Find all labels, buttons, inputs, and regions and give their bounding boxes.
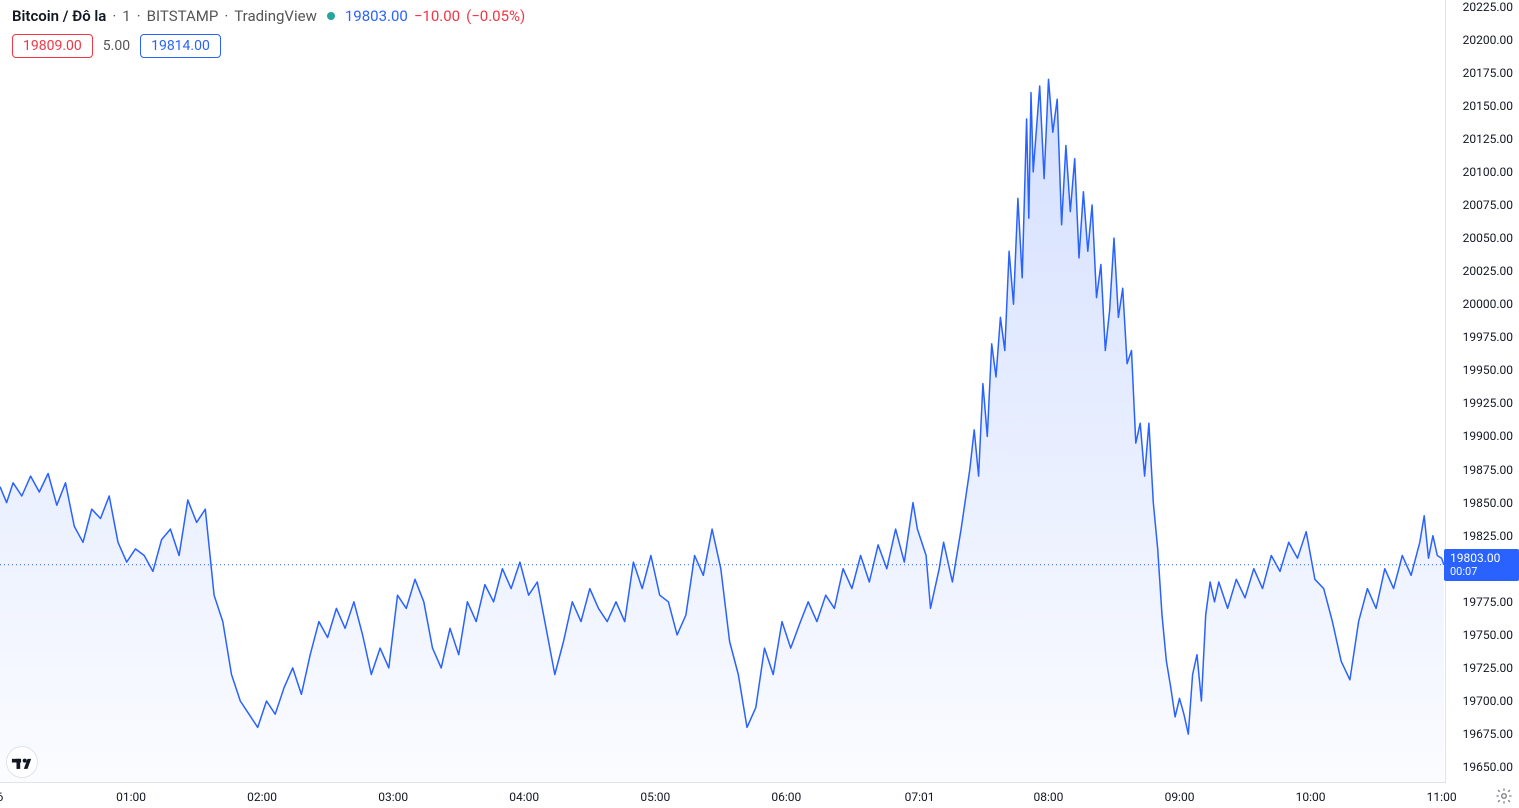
x-tick: 07:01 <box>905 790 935 804</box>
y-tick: 19875.00 <box>1463 463 1513 477</box>
price-chart[interactable] <box>0 0 1519 808</box>
settings-gear-icon[interactable] <box>1495 787 1513 805</box>
y-tick: 19725.00 <box>1463 661 1513 675</box>
exchange: BITSTAMP <box>147 7 219 25</box>
x-axis[interactable]: 6 01:00 02:00 03:00 04:00 05:00 06:00 07:01 08:0… <box>0 782 1446 808</box>
y-tick: 19975.00 <box>1463 330 1513 344</box>
y-tick: 19850.00 <box>1463 496 1513 510</box>
y-tick: 19950.00 <box>1463 363 1513 377</box>
sell-button[interactable]: 19809.00 <box>12 34 93 58</box>
y-tick: 20050.00 <box>1463 231 1513 245</box>
y-tick: 20125.00 <box>1463 132 1513 146</box>
current-price-tag: 19803.00 00:07 <box>1444 549 1519 581</box>
y-tick: 20150.00 <box>1463 99 1513 113</box>
market-status-dot-icon <box>327 12 335 20</box>
y-tick: 19700.00 <box>1463 694 1513 708</box>
x-tick: 06:00 <box>771 790 801 804</box>
last-price: 19803.00 <box>345 7 408 25</box>
x-tick: 10:00 <box>1296 790 1326 804</box>
y-tick: 19900.00 <box>1463 429 1513 443</box>
y-tick: 19750.00 <box>1463 628 1513 642</box>
chart-root: Bitcoin / Đô la · 1 · BITSTAMP · Trading… <box>0 0 1519 808</box>
provider[interactable]: TradingView <box>234 7 317 25</box>
x-tick: 01:00 <box>116 790 146 804</box>
current-price-value: 19803.00 <box>1450 551 1513 565</box>
x-tick: 09:00 <box>1165 790 1195 804</box>
symbol-name[interactable]: Bitcoin / Đô la <box>12 7 106 25</box>
interval[interactable]: 1 <box>122 7 130 25</box>
bar-countdown: 00:07 <box>1450 565 1513 579</box>
y-tick: 20200.00 <box>1463 33 1513 47</box>
x-tick: 11:00 <box>1427 790 1457 804</box>
change: −10.00 <box>414 7 460 25</box>
y-axis[interactable]: 19650.00 19675.00 19700.00 19725.00 19750.00… <box>1445 0 1519 783</box>
x-tick: 08:00 <box>1034 790 1064 804</box>
y-tick: 20075.00 <box>1463 198 1513 212</box>
y-tick: 20175.00 <box>1463 66 1513 80</box>
buy-button[interactable]: 19814.00 <box>140 34 221 58</box>
x-tick: 02:00 <box>247 790 277 804</box>
x-tick: 05:00 <box>640 790 670 804</box>
y-tick: 19925.00 <box>1463 396 1513 410</box>
y-tick: 20025.00 <box>1463 264 1513 278</box>
y-tick: 20000.00 <box>1463 297 1513 311</box>
tradingview-logo-icon[interactable] <box>6 746 38 778</box>
bid-ask-row: 19809.00 5.00 19814.00 <box>12 34 221 58</box>
y-tick: 19650.00 <box>1463 760 1513 774</box>
x-tick: 04:00 <box>509 790 539 804</box>
y-tick: 19675.00 <box>1463 727 1513 741</box>
x-tick: 6 <box>0 790 3 804</box>
y-tick: 20100.00 <box>1463 165 1513 179</box>
y-tick: 19775.00 <box>1463 595 1513 609</box>
spread-value: 5.00 <box>103 38 130 54</box>
y-tick: 20225.00 <box>1463 0 1513 14</box>
symbol-header: Bitcoin / Đô la · 1 · BITSTAMP · Trading… <box>12 7 525 25</box>
x-tick: 03:00 <box>378 790 408 804</box>
y-tick: 19825.00 <box>1463 529 1513 543</box>
change-pct: (−0.05%) <box>466 7 525 25</box>
